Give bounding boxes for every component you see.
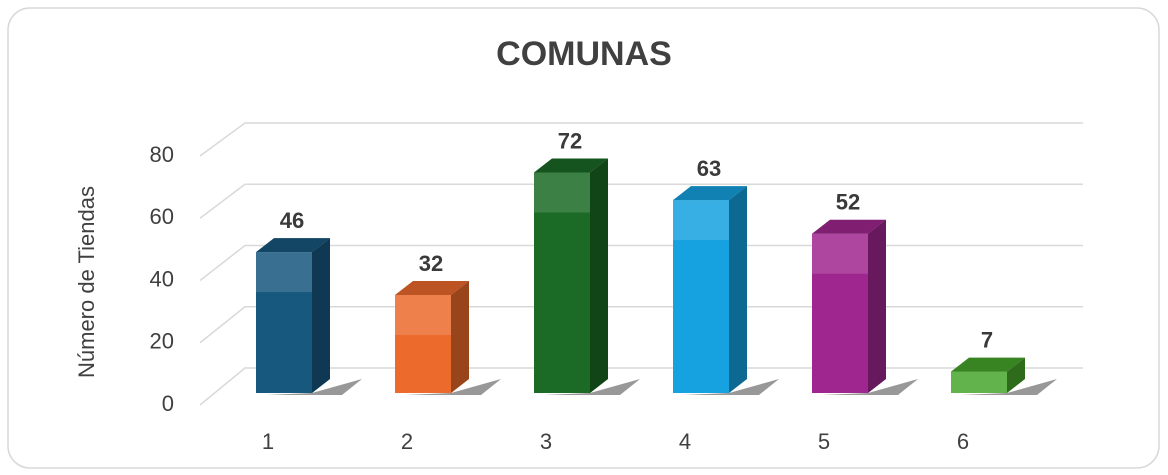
data-label: 32 [419, 251, 443, 276]
grid-line [199, 122, 1083, 157]
bar-face [395, 295, 451, 335]
bar-face [312, 238, 330, 393]
y-axis-label: Número de Tiendas [74, 186, 99, 378]
bar-face [729, 186, 747, 393]
bar-face [395, 281, 469, 295]
bar [534, 158, 608, 393]
bar-shadow [683, 379, 779, 395]
bar-face [951, 357, 1025, 372]
bar-face [256, 252, 312, 293]
bar-face [534, 158, 608, 173]
bar-face [673, 200, 729, 393]
bar-face [812, 233, 868, 274]
bar [812, 219, 886, 393]
bar-face [451, 281, 469, 393]
bar-face [256, 252, 312, 393]
data-label: 7 [981, 327, 993, 352]
x-tick-label: 1 [262, 429, 274, 454]
y-tick-label: 60 [150, 204, 174, 229]
bar-face [673, 186, 747, 201]
bar-face [812, 219, 886, 234]
bar-shadow [405, 379, 501, 395]
data-label: 63 [697, 156, 721, 181]
bar-face [812, 233, 868, 393]
bar-face [451, 281, 469, 393]
grid-line [199, 367, 1083, 406]
bar-face [395, 281, 469, 295]
grid-line [199, 306, 1083, 344]
bar-shadow [544, 379, 640, 395]
grid-line [199, 183, 1083, 219]
bar-shadow [266, 379, 362, 395]
bar-face [812, 219, 886, 234]
bar-face [256, 238, 330, 253]
bar-face [256, 238, 330, 253]
bar-shadow [961, 379, 1057, 395]
bar-face [951, 371, 1007, 393]
x-tick-label: 2 [401, 429, 413, 454]
bar-face [534, 172, 590, 213]
y-tick-label: 20 [150, 329, 174, 354]
bar-face [673, 200, 729, 241]
bar-face [673, 186, 747, 201]
bar [256, 238, 330, 393]
bar [951, 357, 1025, 393]
bar-face [590, 158, 608, 393]
data-label: 52 [836, 190, 860, 215]
bar-face [868, 219, 886, 393]
y-tick-label: 80 [150, 142, 174, 167]
bar [395, 281, 469, 393]
bar-face [868, 219, 886, 393]
bar-face [534, 158, 608, 173]
bar-face [395, 295, 451, 393]
bar-face [951, 357, 1025, 372]
data-label: 46 [280, 208, 304, 233]
bar-face [1007, 357, 1025, 393]
x-tick-label: 3 [540, 429, 552, 454]
bar-face [312, 238, 330, 393]
y-tick-label: 40 [150, 266, 174, 291]
x-tick-label: 5 [818, 429, 830, 454]
x-tick-label: 6 [957, 429, 969, 454]
bar-face [729, 186, 747, 393]
bar-shadow [822, 379, 918, 395]
grid-line [199, 244, 1083, 282]
bar-face [590, 158, 608, 393]
chart-title: COMUNAS [496, 35, 672, 73]
bar-face [1007, 357, 1025, 393]
bar-face [534, 172, 590, 393]
bar [673, 186, 747, 393]
x-tick-label: 4 [679, 429, 691, 454]
y-tick-label: 0 [162, 391, 174, 416]
bar-face [951, 371, 1007, 393]
data-label: 72 [558, 128, 582, 153]
